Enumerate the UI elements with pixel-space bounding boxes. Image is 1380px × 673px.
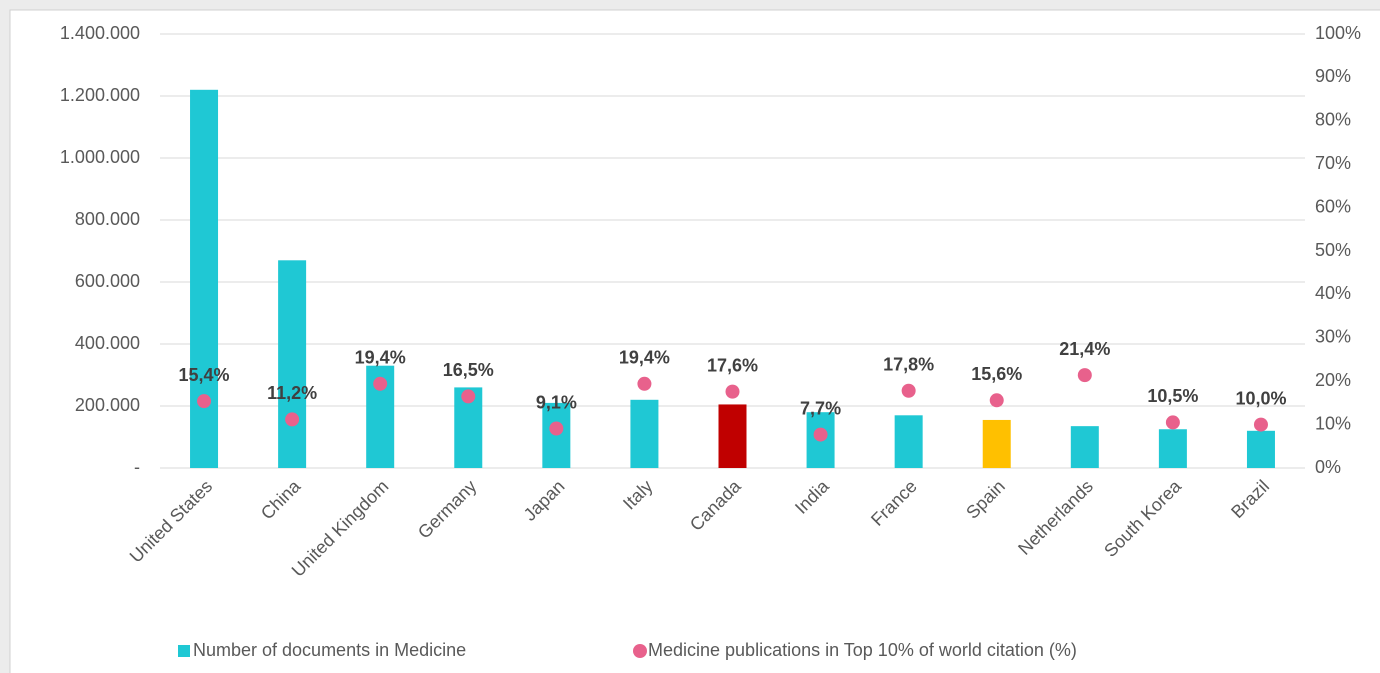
y-tick-label: 1.200.000 (60, 85, 140, 105)
y-tick-label: 1.000.000 (60, 147, 140, 167)
point (1165, 415, 1180, 430)
point (461, 389, 476, 404)
data-label: 17,6% (707, 355, 758, 375)
bar (630, 399, 659, 468)
y2-tick-label: 80% (1315, 110, 1351, 130)
bar (894, 415, 923, 468)
data-label: 19,4% (619, 348, 670, 368)
y-tick-label: 800.000 (75, 209, 140, 229)
point (725, 384, 740, 399)
y2-tick-label: 100% (1315, 23, 1361, 43)
y2-tick-label: 60% (1315, 196, 1351, 216)
data-label: 15,4% (179, 365, 230, 385)
legend-label: Medicine publications in Top 10% of worl… (648, 640, 1077, 660)
point (549, 421, 564, 436)
point (197, 394, 212, 409)
bar (1070, 426, 1099, 468)
point (1253, 417, 1268, 432)
legend-label: Number of documents in Medicine (193, 640, 466, 660)
bar (1246, 430, 1275, 468)
data-label: 21,4% (1059, 339, 1110, 359)
point (989, 393, 1004, 408)
point (1077, 368, 1092, 383)
bar (982, 419, 1011, 468)
y2-tick-label: 30% (1315, 327, 1351, 347)
y2-tick-label: 10% (1315, 413, 1351, 433)
y2-tick-label: 0% (1315, 457, 1341, 477)
data-label: 9,1% (536, 392, 577, 412)
y2-tick-label: 40% (1315, 283, 1351, 303)
y-tick-label: - (134, 457, 140, 477)
point (285, 412, 300, 427)
y2-tick-label: 70% (1315, 153, 1351, 173)
point (901, 383, 916, 398)
y-tick-label: 400.000 (75, 333, 140, 353)
y2-tick-label: 50% (1315, 240, 1351, 260)
data-label: 7,7% (800, 398, 841, 418)
y-tick-label: 1.400.000 (60, 23, 140, 43)
y2-tick-label: 90% (1315, 66, 1351, 86)
y-tick-label: 600.000 (75, 271, 140, 291)
data-label: 17,8% (883, 354, 934, 374)
y-tick-label: 200.000 (75, 395, 140, 415)
data-label: 10,5% (1147, 386, 1198, 406)
y2-tick-label: 20% (1315, 370, 1351, 390)
legend-swatch (178, 645, 190, 657)
data-label: 19,4% (355, 348, 406, 368)
data-label: 10,0% (1235, 388, 1286, 408)
chart-panel (9, 9, 1380, 673)
bar (718, 404, 747, 468)
data-label: 15,6% (971, 364, 1022, 384)
point (637, 376, 652, 391)
data-label: 11,2% (267, 383, 317, 403)
point (373, 376, 388, 391)
legend-swatch (633, 644, 647, 658)
bar (190, 89, 219, 469)
bar (1158, 429, 1187, 468)
data-label: 16,5% (443, 360, 494, 380)
bar (278, 260, 307, 468)
point (813, 427, 828, 442)
